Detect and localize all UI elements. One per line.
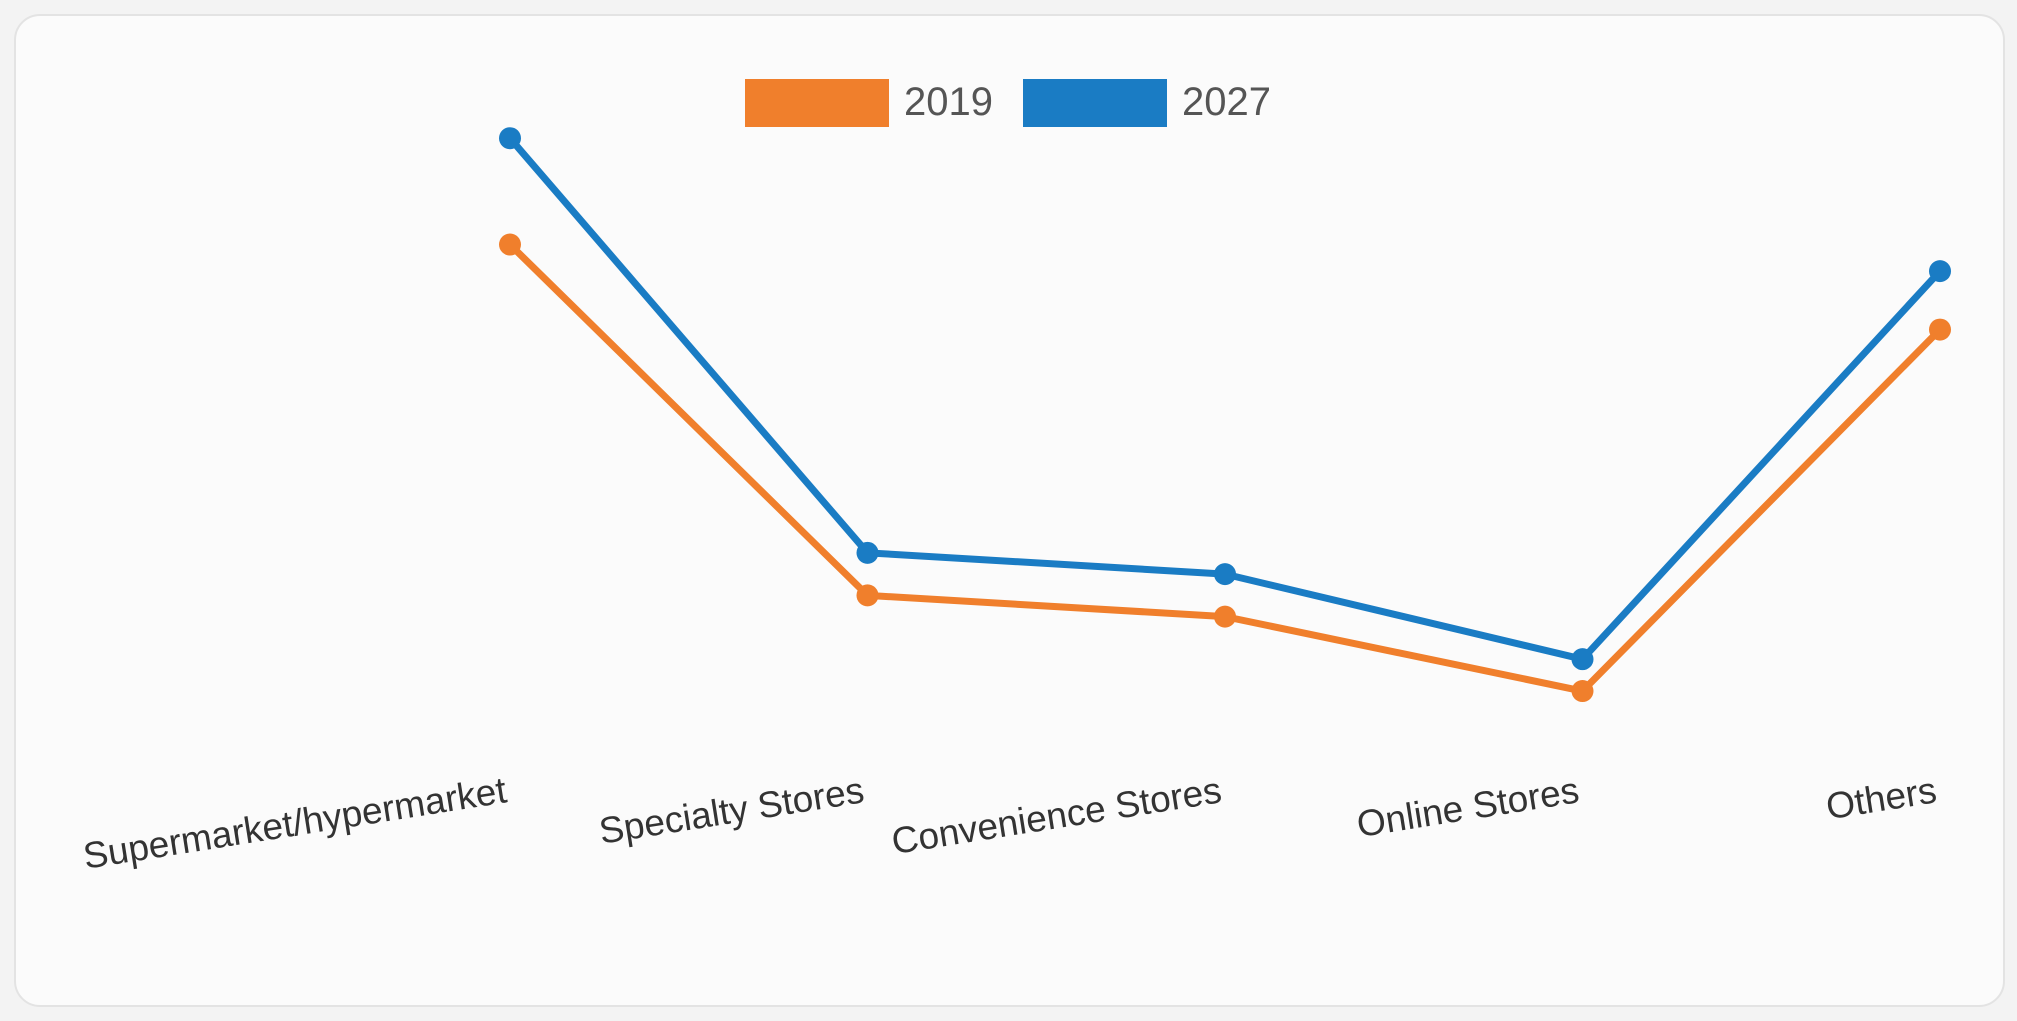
series-2027 [499,127,1951,671]
series-2019 [499,233,1951,703]
x-tick-label-online-stores: Online Stores [1354,769,1582,845]
chart-card [14,14,2005,1007]
point-2019-convenience-stores[interactable] [1214,605,1236,628]
point-2019-specialty-stores[interactable] [856,584,879,607]
point-2027-specialty-stores[interactable] [856,541,879,564]
x-tick-label-others: Others [1823,769,1939,827]
legend-label-2019: 2019 [904,80,993,124]
point-2027-convenience-stores[interactable] [1214,563,1236,586]
x-tick-label-supermarket-hypermarket: Supermarket/hypermarket [80,769,510,877]
point-2019-online-stores[interactable] [1571,680,1594,703]
point-2019-supermarket-hypermarket[interactable] [499,233,521,256]
legend-swatch-2019 [745,79,889,127]
plot-area [499,127,1951,703]
x-tick-label-convenience-stores: Convenience Stores [889,769,1225,862]
x-axis-labels: Supermarket/hypermarket Specialty Stores C… [80,769,1939,877]
point-2027-online-stores[interactable] [1571,648,1594,671]
point-2027-supermarket-hypermarket[interactable] [499,127,521,150]
legend-label-2027: 2027 [1182,80,1271,124]
point-2027-others[interactable] [1929,260,1951,283]
point-2019-others[interactable] [1929,318,1951,341]
legend-swatch-2027 [1023,79,1167,127]
x-tick-label-specialty-stores: Specialty Stores [596,769,866,851]
legend: 2019 2027 [745,79,1271,127]
